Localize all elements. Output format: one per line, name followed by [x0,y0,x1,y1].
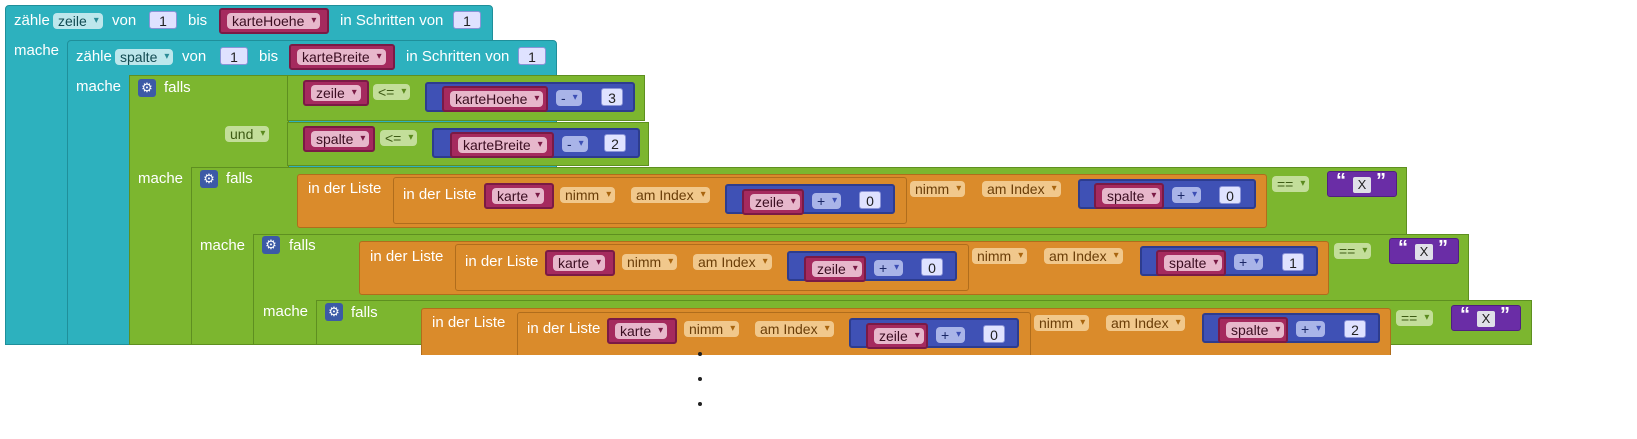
do-label: mache [138,170,184,187]
text-block[interactable]: “ X ” [1389,237,1459,264]
text-block[interactable]: “ X ” [1327,170,1397,197]
list-op-dropdown[interactable]: nimm [622,254,678,270]
text-value[interactable]: X [1477,311,1495,327]
text-value[interactable]: X [1353,177,1371,193]
var-karteBreite[interactable]: karteBreite [450,132,554,158]
list-where-dropdown[interactable]: am Index [631,187,710,203]
arith-op-dropdown[interactable]: + [1172,187,1202,203]
continuation-dot [698,352,702,356]
arith-op-dropdown[interactable]: + [874,260,904,276]
compare-op-dropdown[interactable]: == [1396,310,1434,326]
arith-op-dropdown[interactable]: + [1234,254,1264,270]
list-op-dropdown[interactable]: nimm [1034,315,1090,331]
do-label: mache [76,78,122,95]
text-block[interactable]: “ X ” [1451,304,1521,331]
arith-op-dropdown[interactable]: - [562,136,588,152]
list-op-dropdown[interactable]: nimm [560,187,616,203]
gear-icon[interactable]: ⚙ [200,170,218,188]
do-label: mache [263,303,309,320]
from-label: von [182,48,207,65]
step-label: in Schritten von [406,48,510,65]
list-where-dropdown[interactable]: am Index [1106,315,1185,331]
list-label: in der Liste [403,186,477,203]
quote-close: ” [1438,237,1448,259]
var-karteHoehe[interactable]: karteHoehe [219,8,329,34]
do-label: mache [14,42,60,59]
var-zeile[interactable]: zeile [866,323,928,349]
number-0[interactable]: 0 [1219,186,1241,204]
loop-var-dropdown[interactable]: zeile [53,13,103,29]
var-spalte[interactable]: spalte [1094,183,1164,209]
compare-op-dropdown[interactable]: <= [380,130,418,146]
step-label: in Schritten von [340,12,444,29]
quote-close: ” [1500,304,1510,326]
var-zeile[interactable]: zeile [804,256,866,282]
list-label: in der Liste [432,314,506,331]
compare-op-dropdown[interactable]: == [1334,243,1372,259]
from-number[interactable]: 1 [220,47,248,65]
gear-icon[interactable]: ⚙ [138,79,156,97]
if-label: falls [289,237,316,254]
var-zeile[interactable]: zeile [742,189,804,215]
quote-open: “ [1460,304,1470,326]
step-number[interactable]: 1 [453,11,481,29]
arith-op-dropdown[interactable]: + [936,327,966,343]
blocks-workspace[interactable]: zähle zeile von 1 bis karteHoehe in Schr… [0,0,1637,355]
if-label: falls [351,304,378,321]
arith-op-dropdown[interactable]: + [812,193,842,209]
var-spalte[interactable]: spalte [1156,250,1226,276]
continuation-dot [698,402,702,406]
list-where-dropdown[interactable]: am Index [755,321,834,337]
var-karteHoehe[interactable]: karteHoehe [442,86,548,112]
list-label: in der Liste [308,180,382,197]
compare-op-dropdown[interactable]: == [1272,176,1310,192]
number-3[interactable]: 3 [601,88,623,106]
quote-close: ” [1376,170,1386,192]
list-op-dropdown[interactable]: nimm [910,181,966,197]
if-label: falls [226,170,253,187]
number-2[interactable]: 2 [1344,320,1366,338]
list-label: in der Liste [527,320,601,337]
var-karteBreite[interactable]: karteBreite [289,44,395,70]
loop-keyword: zähle [14,12,50,29]
var-karte[interactable]: karte [545,250,615,276]
do-label: mache [200,237,246,254]
step-number[interactable]: 1 [518,47,546,65]
text-value[interactable]: X [1415,244,1433,260]
to-label: bis [259,48,279,65]
var-spalte[interactable]: spalte [303,126,375,152]
list-where-dropdown[interactable]: am Index [982,181,1061,197]
list-label: in der Liste [465,253,539,270]
loop-var-dropdown[interactable]: spalte [115,49,174,65]
list-op-dropdown[interactable]: nimm [972,248,1028,264]
quote-open: “ [1336,170,1346,192]
arith-op-dropdown[interactable]: - [556,90,582,106]
loop-keyword: zähle [76,48,112,65]
from-number[interactable]: 1 [149,11,177,29]
var-karte[interactable]: karte [607,318,677,344]
number-1[interactable]: 1 [1282,253,1304,271]
var-spalte[interactable]: spalte [1218,317,1288,343]
list-where-dropdown[interactable]: am Index [1044,248,1123,264]
gear-icon[interactable]: ⚙ [262,236,280,254]
list-where-dropdown[interactable]: am Index [693,254,772,270]
logic-op-dropdown[interactable]: und [225,126,270,142]
list-label: in der Liste [370,248,444,265]
var-zeile[interactable]: zeile [303,80,369,106]
number-0[interactable]: 0 [859,191,881,209]
from-label: von [112,12,137,29]
quote-open: “ [1398,237,1408,259]
number-2[interactable]: 2 [604,134,626,152]
number-0[interactable]: 0 [921,258,943,276]
continuation-dot [698,377,702,381]
var-karte[interactable]: karte [484,183,554,209]
list-op-dropdown[interactable]: nimm [684,321,740,337]
number-0[interactable]: 0 [983,325,1005,343]
gear-icon[interactable]: ⚙ [325,303,343,321]
arith-op-dropdown[interactable]: + [1296,321,1326,337]
compare-op-dropdown[interactable]: <= [373,84,411,100]
to-label: bis [188,12,208,29]
if-label: falls [164,79,191,96]
